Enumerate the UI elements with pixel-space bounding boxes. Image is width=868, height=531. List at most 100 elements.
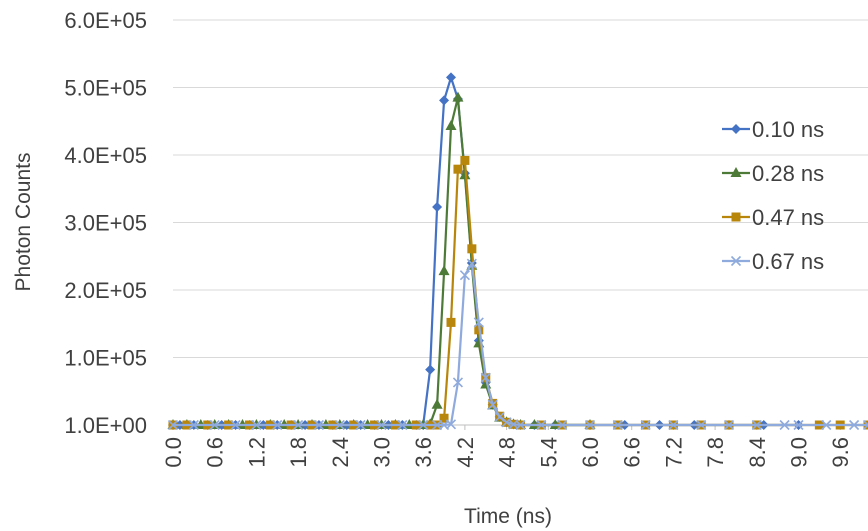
legend-label: 0.10 ns (752, 117, 824, 142)
legend-item: 0.47 ns (722, 205, 824, 230)
x-tick-label: 7.8 (703, 437, 728, 468)
legend-label: 0.28 ns (752, 161, 824, 186)
data-point (793, 419, 804, 431)
data-point (668, 419, 679, 431)
data-point (584, 419, 596, 431)
data-point (640, 419, 651, 431)
x-tick-label: 7.2 (661, 437, 686, 468)
legend-item: 0.10 ns (722, 117, 824, 142)
x-tick-label: 9.0 (787, 437, 812, 468)
legend-marker (730, 255, 742, 267)
y-tick-label: 4.0E+05 (64, 143, 147, 168)
legend-item: 0.67 ns (722, 249, 824, 274)
x-tick-label: 6.0 (578, 437, 603, 468)
data-point (487, 399, 498, 410)
data-point (612, 419, 623, 431)
data-point (466, 258, 477, 269)
x-tick-label: 5.4 (536, 437, 561, 468)
x-tick-label: 9.6 (828, 437, 853, 468)
data-point (557, 419, 568, 431)
data-point (418, 419, 429, 431)
y-tick-label: 1.0E+00 (64, 413, 147, 438)
legend-marker (731, 212, 741, 222)
data-point (849, 419, 860, 431)
x-tick-label: 8.4 (745, 437, 770, 468)
x-tick-label: 4.8 (495, 437, 520, 468)
series-line (173, 96, 590, 427)
legend-label: 0.47 ns (752, 205, 824, 230)
series-line (173, 159, 868, 427)
data-point (446, 72, 456, 83)
data-point (515, 419, 526, 431)
data-point (480, 372, 491, 383)
data-point (334, 419, 345, 431)
data-point (355, 419, 366, 431)
data-point (452, 91, 464, 102)
data-point (425, 364, 436, 375)
data-point (445, 419, 457, 430)
data-point (439, 413, 449, 423)
y-axis-ticks: 1.0E+00 1.0E+05 2.0E+05 3.0E+05 4.0E+05 5.0E+… (64, 8, 147, 438)
data-point (313, 419, 325, 431)
data-point (862, 419, 868, 431)
x-tick-label: 1.2 (244, 437, 269, 468)
x-tick-label: 3.6 (411, 437, 436, 468)
x-tick-label: 6.6 (620, 437, 645, 468)
data-point (272, 419, 283, 431)
x-tick-label: 2.4 (328, 437, 353, 468)
data-point (293, 419, 304, 431)
y-axis-title: Photon Counts (12, 153, 35, 292)
data-point (446, 317, 456, 327)
legend-marker (730, 167, 742, 177)
data-point (188, 419, 199, 431)
x-axis-title: Time (ns) (464, 505, 552, 528)
data-point (431, 398, 443, 409)
y-tick-label: 2.0E+05 (64, 278, 147, 303)
data-point (438, 265, 450, 276)
series-lines (167, 72, 868, 431)
legend-item: 0.28 ns (722, 161, 824, 186)
y-tick-label: 5.0E+05 (64, 76, 147, 101)
data-point (821, 419, 832, 431)
legend-marker (731, 124, 741, 134)
data-point (167, 419, 179, 431)
series-2 (167, 91, 596, 429)
y-tick-label: 3.0E+05 (64, 211, 147, 236)
data-point (397, 419, 408, 431)
data-point (459, 270, 470, 281)
data-point (453, 164, 463, 174)
x-tick-label: 4.2 (453, 437, 478, 468)
x-tick-label: 0.0 (161, 437, 186, 468)
data-point (494, 411, 505, 422)
data-point (432, 201, 443, 212)
y-tick-label: 6.0E+05 (64, 8, 147, 33)
data-point (473, 317, 484, 328)
data-point (723, 419, 735, 431)
data-point (751, 419, 762, 431)
x-tick-label: 3.0 (370, 437, 395, 468)
series-4 (167, 258, 868, 431)
data-point (452, 377, 464, 388)
data-point (209, 419, 220, 431)
series-line (173, 262, 868, 427)
data-point (460, 155, 470, 165)
data-point (779, 419, 790, 431)
gridlines (173, 19, 868, 426)
data-point (467, 244, 477, 254)
legend-label: 0.67 ns (752, 249, 824, 274)
data-point (536, 419, 547, 431)
x-tick-label: 0.6 (203, 437, 228, 468)
data-point (439, 95, 450, 106)
data-point (376, 419, 387, 431)
x-axis-ticks: 0.0 0.6 1.2 1.8 2.4 3.0 3.6 4.2 4.8 5.4 6.0 6.6 7.2 7… (161, 425, 853, 468)
data-point (445, 119, 457, 130)
data-point (251, 419, 262, 431)
data-point (696, 419, 707, 431)
y-tick-label: 1.0E+05 (64, 346, 147, 371)
x-tick-label: 1.8 (286, 437, 311, 468)
series-3 (168, 155, 868, 430)
data-point (230, 419, 241, 431)
legend: 0.10 ns 0.28 ns 0.47 ns 0.67 ns (722, 117, 824, 274)
